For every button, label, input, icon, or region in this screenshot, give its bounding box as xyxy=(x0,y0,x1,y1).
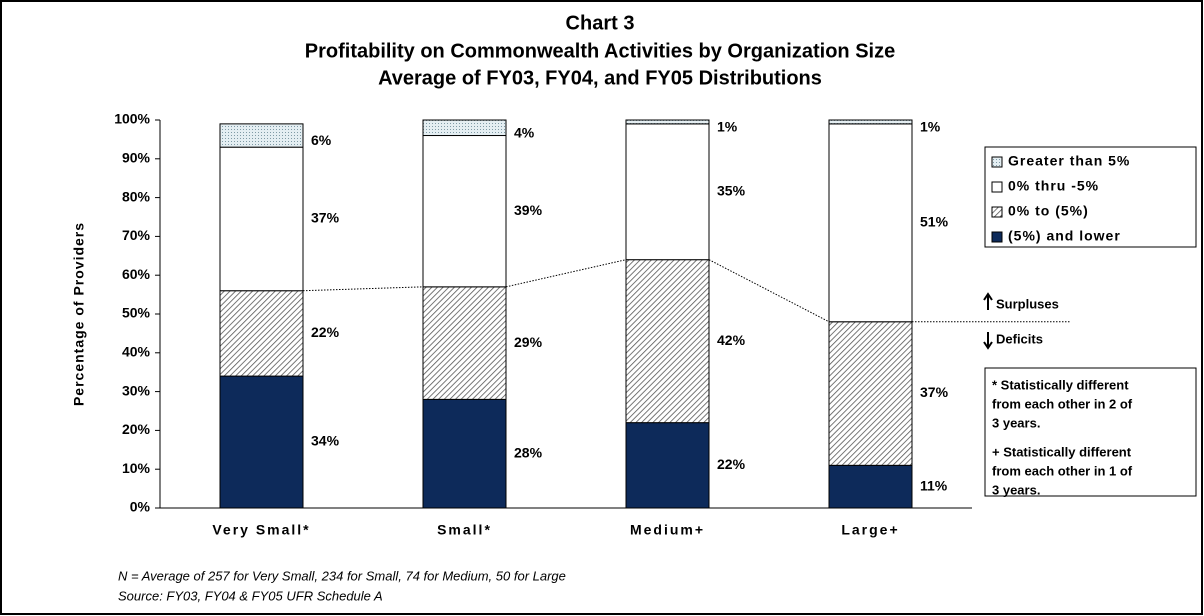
chart-title: Average of FY03, FY04, and FY05 Distribu… xyxy=(378,67,822,89)
y-tick-label: 50% xyxy=(122,305,151,321)
bar-segment xyxy=(625,259,710,424)
arrow-down xyxy=(983,332,993,350)
legend-box xyxy=(984,146,1197,248)
annotation: Surpluses xyxy=(996,296,1059,311)
value-label: 42% xyxy=(717,332,746,348)
x-tick-label: Very Small* xyxy=(212,522,310,538)
y-tick-label: 10% xyxy=(122,460,151,476)
note: from each other in 1 of xyxy=(992,463,1133,478)
y-tick-label: 70% xyxy=(122,227,151,243)
bar-segment xyxy=(219,123,304,148)
y-tick-label: 20% xyxy=(122,421,151,437)
legend-swatch xyxy=(991,231,1003,243)
x-tick-label: Large+ xyxy=(841,522,899,538)
value-label: 37% xyxy=(311,210,340,226)
value-label: 34% xyxy=(311,433,340,449)
note: 3 years. xyxy=(992,482,1040,497)
bar-segment xyxy=(219,290,304,377)
legend-label: 0% thru -5% xyxy=(1008,178,1099,194)
bar-segment xyxy=(828,464,913,509)
bar-segment xyxy=(219,375,304,509)
y-tick-label: 80% xyxy=(122,188,151,204)
legend-label: 0% to (5%) xyxy=(1008,203,1089,219)
bar-segment xyxy=(625,123,710,261)
bar-segment xyxy=(625,119,710,125)
notes-box xyxy=(984,367,1197,497)
bar-segment xyxy=(422,398,507,509)
arrow-up xyxy=(983,292,993,310)
legend-swatch xyxy=(991,156,1003,168)
legend-label: (5%) and lower xyxy=(1008,228,1121,244)
bar-segment xyxy=(422,135,507,288)
value-label: 4% xyxy=(514,124,535,140)
bar-segment xyxy=(625,422,710,509)
value-label: 51% xyxy=(920,214,949,230)
note: 3 years. xyxy=(992,415,1040,430)
annotation: Deficits xyxy=(996,331,1043,346)
connector-line xyxy=(708,259,830,323)
y-axis-label: Percentage of Providers xyxy=(71,222,87,406)
value-label: 35% xyxy=(717,182,746,198)
footnote: Source: FY03, FY04 & FY05 UFR Schedule A xyxy=(118,588,383,603)
y-tick-label: 40% xyxy=(122,344,151,360)
value-label: 22% xyxy=(311,324,340,340)
y-tick-label: 100% xyxy=(114,111,150,127)
y-tick-label: 0% xyxy=(130,499,151,515)
value-label: 28% xyxy=(514,444,543,460)
legend-label: Greater than 5% xyxy=(1008,153,1130,169)
x-tick-label: Small* xyxy=(437,522,492,538)
x-tick-label: Medium+ xyxy=(630,522,705,538)
bar-segment xyxy=(828,321,913,466)
value-label: 11% xyxy=(920,477,948,493)
value-label: 22% xyxy=(717,456,746,472)
footnote: N = Average of 257 for Very Small, 234 f… xyxy=(118,568,566,583)
y-tick-label: 30% xyxy=(122,382,151,398)
connector-line xyxy=(302,286,424,292)
bar-segment xyxy=(422,286,507,400)
chart-title: Chart 3 xyxy=(566,12,635,34)
legend-swatch xyxy=(991,181,1003,193)
chart-title: Profitability on Commonwealth Activities… xyxy=(305,40,895,62)
value-label: 29% xyxy=(514,334,543,350)
connector-line xyxy=(505,259,627,288)
value-label: 6% xyxy=(311,132,332,148)
value-label: 39% xyxy=(514,202,543,218)
bar-segment xyxy=(828,119,913,125)
value-label: 1% xyxy=(920,119,941,135)
bar-segment xyxy=(828,123,913,323)
value-label: 1% xyxy=(717,119,738,135)
bar-segment xyxy=(422,119,507,137)
note: + Statistically different xyxy=(992,444,1132,459)
legend-swatch xyxy=(991,206,1003,218)
y-tick-label: 60% xyxy=(122,266,151,282)
note: from each other in 2 of xyxy=(992,396,1133,411)
bar-segment xyxy=(219,146,304,292)
y-tick-label: 90% xyxy=(122,150,151,166)
value-label: 37% xyxy=(920,384,949,400)
note: * Statistically different xyxy=(992,377,1129,392)
